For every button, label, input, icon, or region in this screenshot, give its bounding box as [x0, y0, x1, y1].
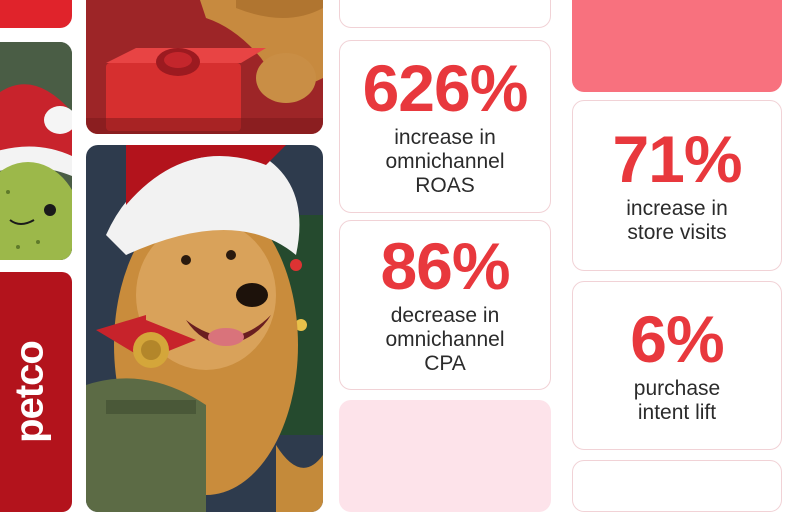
stat-description: decrease in omnichannel CPA — [385, 304, 505, 375]
stat-description: increase in omnichannel ROAS — [385, 125, 505, 197]
dog-with-gift-photo — [86, 0, 323, 134]
dog-santa-hat-photo — [86, 145, 323, 512]
top-left-red-block — [0, 0, 72, 28]
pink-accent-block — [572, 0, 782, 92]
top-stat-card-stub — [339, 0, 551, 28]
stat-value: 71% — [612, 121, 742, 196]
stat-value: 6% — [630, 301, 724, 376]
stat-card-cpa: 86% decrease in omnichannel CPA — [339, 220, 551, 390]
stat-value: 86% — [380, 229, 510, 303]
plush-toy-photo — [0, 42, 72, 260]
stat-card-purchase-intent: 6% purchase intent lift — [572, 281, 782, 450]
brand-panel: petco — [0, 272, 72, 512]
petco-logo: petco — [7, 341, 52, 443]
plush-toy-icon — [0, 42, 72, 260]
dog-gift-icon — [86, 0, 323, 134]
dog-santa-hat-icon — [86, 145, 323, 512]
stat-description: increase in store visits — [626, 196, 728, 244]
bottom-stat-card-stub — [572, 460, 782, 512]
stat-value: 626% — [362, 50, 529, 125]
stat-card-roas: 626% increase in omnichannel ROAS — [339, 40, 551, 213]
pink-placeholder-block — [339, 400, 551, 512]
stat-description: purchase intent lift — [633, 376, 721, 424]
stat-card-store-visits: 71% increase in store visits — [572, 100, 782, 271]
